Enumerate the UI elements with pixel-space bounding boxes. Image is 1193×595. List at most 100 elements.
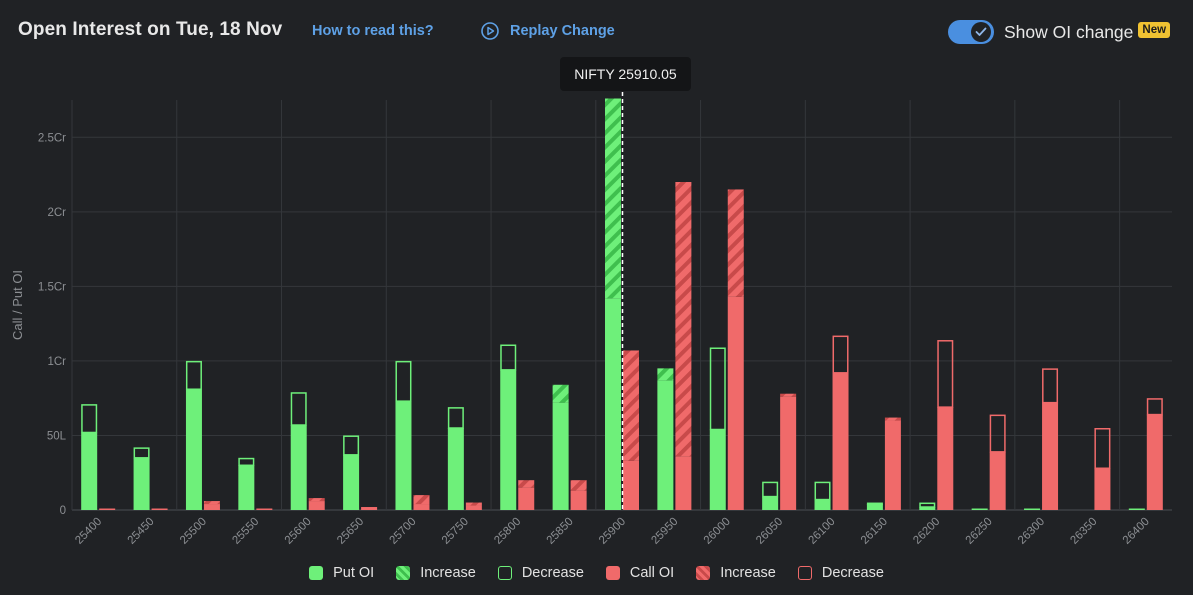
- x-tick-label: 26100: [807, 516, 838, 547]
- legend-call-decrease[interactable]: Decrease: [797, 565, 884, 581]
- put-decrease-outline: [814, 481, 831, 501]
- replay-change-button[interactable]: Replay Change: [480, 21, 615, 41]
- call-oi-bar: [1146, 414, 1163, 510]
- put-decrease-outline: [133, 447, 150, 459]
- legend-call-increase[interactable]: Increase: [696, 565, 776, 581]
- put-oi-bar: [343, 454, 360, 510]
- put-oi-bar: [238, 465, 255, 510]
- y-tick-label: 2Cr: [47, 207, 66, 219]
- call-oi-bar: [937, 407, 954, 510]
- call-oi-bar: [465, 505, 482, 510]
- x-tick-label: 25650: [335, 516, 366, 547]
- x-tick-label: 25900: [597, 516, 628, 547]
- call-decrease-outline: [1042, 368, 1059, 404]
- call-increase-bar: [413, 495, 430, 505]
- legend-put-oi-swatch: [309, 566, 324, 580]
- put-decrease-outline: [447, 407, 464, 429]
- replay-change-label: Replay Change: [510, 23, 615, 39]
- x-tick-label: 26200: [911, 516, 942, 547]
- put-oi-bar: [395, 401, 412, 510]
- grid: [71, 100, 1172, 511]
- x-tick-label: 25600: [283, 516, 314, 547]
- put-increase-bar: [657, 368, 674, 381]
- put-decrease-outline: [343, 435, 360, 456]
- put-decrease-outline: [866, 502, 883, 505]
- call-oi-bar: [203, 504, 220, 510]
- how-to-read-link[interactable]: How to read this?: [312, 23, 434, 39]
- legend-put-oi-label: Put OI: [333, 565, 375, 581]
- put-decrease-outline: [709, 347, 726, 431]
- call-oi-bar: [570, 490, 587, 510]
- x-tick-label: 26350: [1068, 516, 1099, 547]
- legend-put-decrease-label: Decrease: [521, 565, 584, 581]
- legend-put-decrease-swatch: [497, 566, 512, 580]
- call-oi-bar: [727, 296, 744, 510]
- legend-call-decrease-label: Decrease: [821, 565, 884, 581]
- legend-call-decrease-swatch: [797, 566, 812, 580]
- legend-call-oi[interactable]: Call OI: [605, 565, 674, 581]
- legend-put-decrease[interactable]: Decrease: [497, 565, 584, 581]
- x-tick-label: 25450: [126, 516, 157, 547]
- x-axis: 25400 25450 25500 25550 25600 25650 25700 25750…: [73, 516, 1152, 547]
- call-increase-bar: [308, 498, 325, 502]
- legend-call-increase-label: Increase: [720, 565, 776, 581]
- oi-chart: 0 50L 1Cr 1.5Cr 2Cr 2.5Cr 25400 25450 25500 2555…: [10, 92, 1172, 547]
- call-increase-bar: [675, 182, 692, 457]
- call-oi-bar: [99, 508, 116, 510]
- x-tick-label: 25400: [73, 516, 104, 547]
- y-tick-label: 2.5Cr: [38, 132, 66, 144]
- put-oi-bar: [1024, 508, 1041, 510]
- put-decrease-outline: [919, 502, 936, 508]
- put-oi-bar: [1128, 508, 1145, 510]
- call-oi-bar: [675, 456, 692, 510]
- x-tick-label: 25700: [387, 516, 418, 547]
- put-decrease-outline: [290, 392, 307, 426]
- call-decrease-outline: [989, 414, 1006, 453]
- put-oi-bar: [185, 389, 202, 510]
- put-oi-bar: [447, 428, 464, 510]
- show-oi-change-control: Show OI change New: [948, 19, 1171, 45]
- y-axis: 0 50L 1Cr 1.5Cr 2Cr 2.5Cr: [38, 132, 67, 517]
- call-increase-bar: [465, 502, 482, 506]
- x-tick-label: 26250: [964, 516, 995, 547]
- put-oi-bar: [657, 380, 674, 510]
- x-tick-label: 26050: [754, 516, 785, 547]
- call-oi-bar: [832, 372, 849, 510]
- bars: [81, 98, 1163, 510]
- x-tick-label: 25800: [492, 516, 523, 547]
- legend-call-increase-swatch: [696, 566, 711, 580]
- put-oi-bar: [919, 507, 936, 510]
- call-oi-bar: [623, 460, 639, 510]
- x-tick-label: 26400: [1121, 516, 1152, 547]
- call-increase-bar: [570, 480, 587, 491]
- x-tick-label: 26000: [702, 516, 733, 547]
- legend-put-increase[interactable]: Increase: [396, 565, 476, 581]
- x-tick-label: 26150: [859, 516, 890, 547]
- call-oi-bar: [151, 508, 168, 510]
- check-icon: [975, 27, 987, 36]
- page-title: Open Interest on Tue, 18 Nov: [18, 19, 283, 40]
- y-axis-label: Call / Put OI: [10, 270, 25, 340]
- put-oi-bar: [971, 508, 988, 510]
- call-oi-bar: [308, 501, 325, 510]
- y-tick-label: 1Cr: [47, 356, 66, 368]
- x-tick-label: 25750: [440, 516, 471, 547]
- put-oi-bar: [500, 369, 517, 510]
- legend-put-increase-label: Increase: [420, 565, 476, 581]
- call-oi-bar: [361, 507, 378, 510]
- y-tick-label: 0: [60, 505, 66, 517]
- call-increase-bar: [518, 480, 535, 488]
- call-increase-bar: [884, 417, 901, 421]
- put-decrease-outline: [395, 360, 412, 402]
- call-increase-bar: [727, 189, 744, 297]
- toggle-knob: [971, 22, 991, 42]
- legend-put-increase-swatch: [396, 566, 411, 580]
- put-increase-bar: [552, 384, 569, 403]
- show-oi-change-toggle[interactable]: [948, 20, 994, 44]
- x-tick-label: 25500: [178, 516, 209, 547]
- x-tick-label: 25850: [545, 516, 576, 547]
- legend: Put OI Increase Decrease Call OI Increas…: [0, 562, 1193, 584]
- new-badge: New: [1138, 22, 1171, 38]
- y-tick-label: 50L: [47, 430, 67, 442]
- legend-put-oi[interactable]: Put OI: [309, 565, 374, 581]
